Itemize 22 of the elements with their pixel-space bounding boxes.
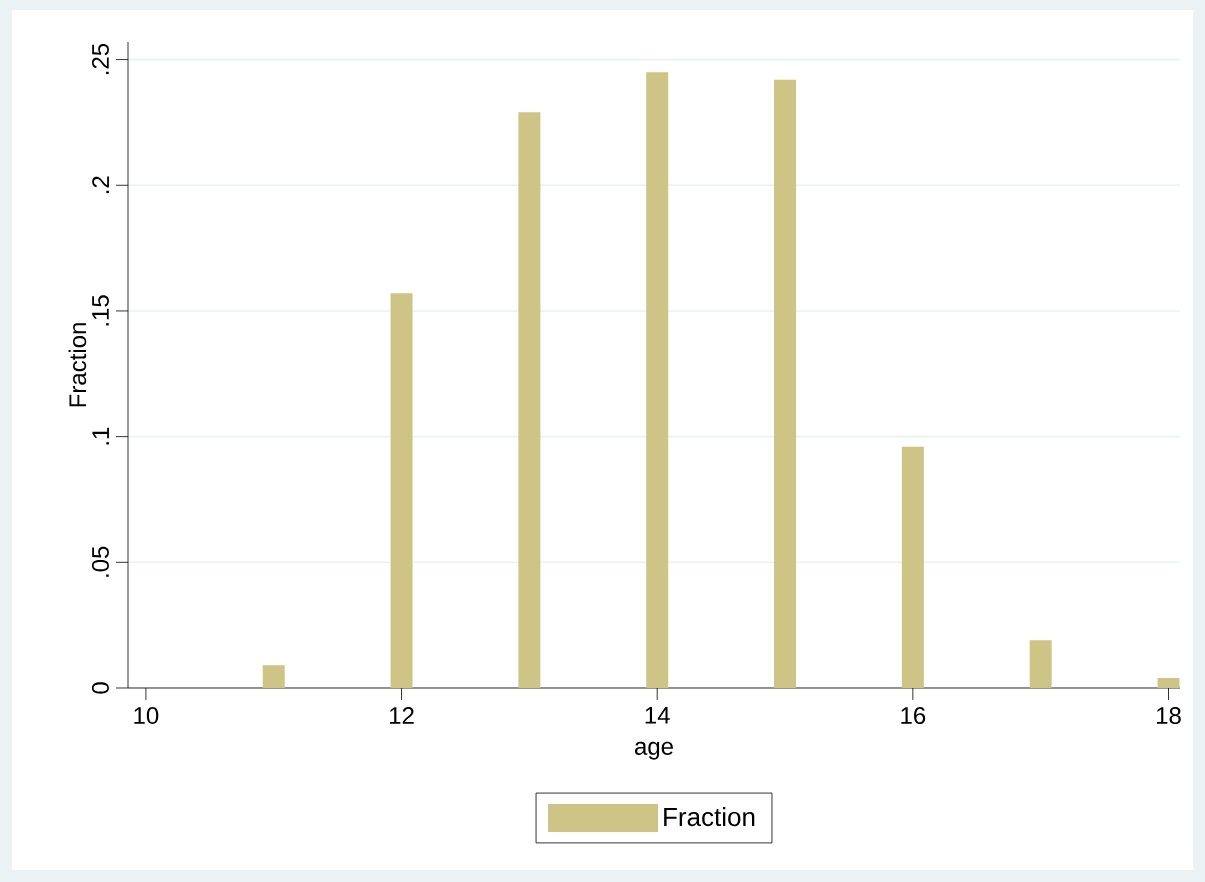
y-tick-label: .1 [92,427,109,445]
y-tick-label: .25 [91,43,109,75]
y-axis-title: Fraction [68,323,87,407]
bar [390,293,413,688]
bar [1029,640,1052,688]
bar [901,446,924,688]
y-tick-label: .05 [91,546,109,577]
x-tick-label: 18 [1156,707,1181,725]
y-tick-label: 0 [91,682,109,694]
bar [518,112,541,688]
x-axis-title: age [634,741,673,760]
x-tick-label: 14 [645,707,670,724]
bar [774,79,797,688]
y-tick-label: .15 [92,295,109,326]
x-tick-label: 10 [134,707,159,725]
y-tick-label: .2 [92,176,109,194]
bar [1157,677,1180,688]
bar [646,72,669,688]
legend-label: Fraction [664,807,755,827]
x-tick-label: 12 [390,707,414,724]
bar [262,665,285,688]
x-tick-label: 16 [901,707,926,725]
